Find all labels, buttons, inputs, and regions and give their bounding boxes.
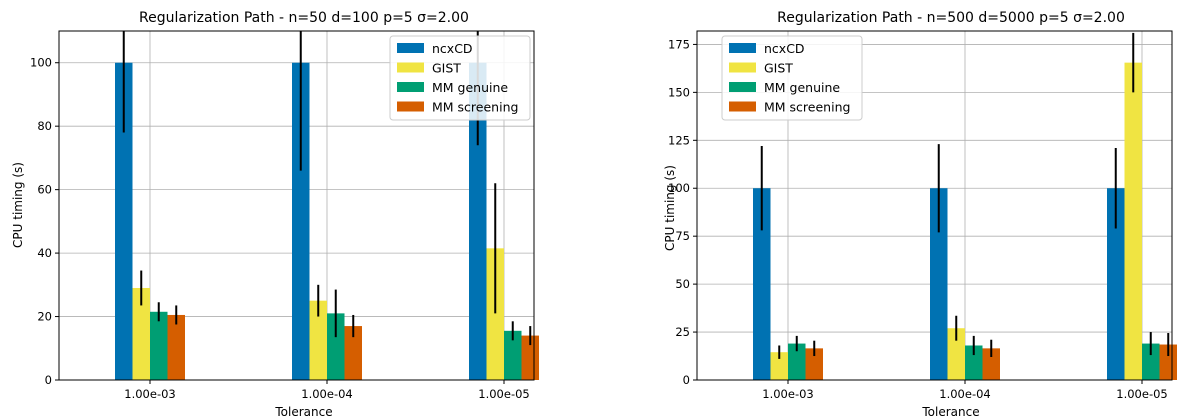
axes-frame: [696, 30, 1173, 381]
y-tick-label: 40: [37, 246, 52, 260]
y-tick-label: 0: [683, 373, 690, 387]
chart-left: Regularization Path - n=50 d=100 p=5 σ=2…: [11, 10, 539, 419]
legend-label: MM genuine: [432, 80, 508, 95]
bar: [504, 330, 522, 380]
legend-label: ncxCD: [432, 41, 473, 56]
legend-swatch: [729, 62, 756, 73]
x-tick-label: 1.00e-04: [939, 387, 990, 401]
bar: [805, 348, 823, 380]
bar: [1142, 343, 1160, 380]
bar: [521, 335, 539, 380]
y-tick-label: 175: [668, 37, 690, 51]
y-tick-label: 50: [675, 277, 690, 291]
y-tick-label: 60: [37, 183, 52, 197]
bar: [132, 287, 150, 380]
legend-swatch: [729, 82, 756, 92]
y-tick-label: 125: [668, 133, 690, 147]
y-tick-label: 25: [675, 325, 690, 339]
bar: [1159, 344, 1177, 380]
bar: [115, 62, 133, 381]
y-tick-label: 75: [675, 229, 690, 243]
legend-swatch: [729, 101, 756, 112]
bar: [982, 348, 1000, 380]
bar: [327, 313, 345, 380]
x-tick-label: 1.00e-03: [762, 387, 813, 401]
bar: [947, 328, 965, 380]
bar: [965, 345, 983, 380]
legend-label: GIST: [764, 61, 793, 76]
y-tick-label: 100: [668, 181, 690, 195]
bar: [469, 62, 487, 381]
bar: [930, 188, 948, 380]
bar: [486, 248, 504, 380]
legend-swatch: [729, 43, 756, 53]
legend: ncxCD GIST MM genuine MM screening: [721, 35, 863, 121]
chart-title: Regularization Path - n=500 d=5000 p=5 σ…: [777, 10, 1125, 26]
bar: [753, 188, 771, 380]
y-tick-label: 100: [30, 56, 52, 70]
chart-right: Regularization Path - n=500 d=5000 p=5 σ…: [663, 10, 1177, 419]
legend-label: GIST: [432, 61, 461, 76]
y-tick-label: 150: [668, 85, 690, 99]
bar: [1124, 62, 1142, 381]
legend-box: [721, 35, 863, 121]
chart-title: Regularization Path - n=50 d=100 p=5 σ=2…: [139, 10, 469, 26]
bar: [167, 314, 185, 380]
bar: [292, 62, 310, 381]
bar: [788, 343, 806, 380]
x-tick-label: 1.00e-04: [301, 387, 352, 401]
legend-swatch: [397, 101, 424, 112]
legend-box: [389, 35, 531, 121]
legend-label: ncxCD: [764, 41, 805, 56]
legend-label: MM screening: [432, 100, 518, 115]
x-tick-label: 1.00e-05: [1116, 387, 1167, 401]
y-tick-label: 20: [37, 310, 52, 324]
y-axis-label: CPU timing (s): [663, 165, 677, 251]
bar: [309, 300, 327, 380]
y-tick-label: 0: [45, 373, 52, 387]
y-tick-label: 80: [37, 119, 52, 133]
legend-label: MM screening: [764, 100, 850, 115]
legend: ncxCD GIST MM genuine MM screening: [389, 35, 531, 121]
x-tick-label: 1.00e-03: [124, 387, 175, 401]
x-axis-label: Tolerance: [921, 405, 979, 419]
legend-swatch: [397, 43, 424, 53]
bar: [344, 326, 362, 380]
legend-label: MM genuine: [764, 80, 840, 95]
bar: [1107, 188, 1125, 380]
bar: [770, 352, 788, 380]
x-axis-label: Tolerance: [274, 405, 332, 419]
legend-swatch: [397, 62, 424, 73]
axes-frame: [58, 30, 535, 381]
x-tick-label: 1.00e-05: [478, 387, 529, 401]
y-axis-label: CPU timing (s): [11, 162, 25, 248]
bar: [150, 311, 168, 380]
legend-swatch: [397, 82, 424, 92]
